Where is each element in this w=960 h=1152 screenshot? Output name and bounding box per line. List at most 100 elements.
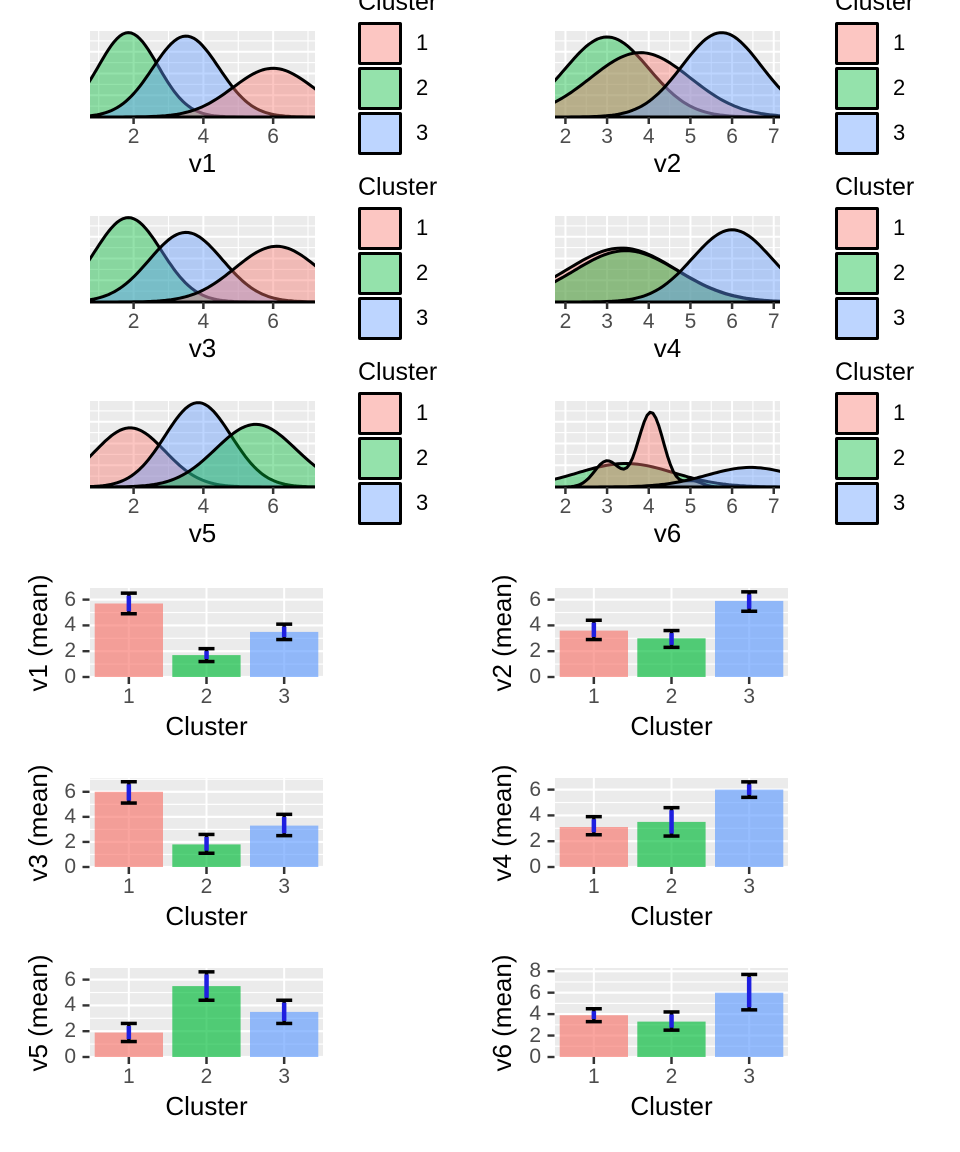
errorbar-cap-bottom xyxy=(198,998,215,1002)
errorbar-cap-bottom xyxy=(663,1028,680,1032)
gridline-minor-v xyxy=(627,215,629,302)
x-axis-tick xyxy=(202,117,205,124)
x-axis-tick xyxy=(132,117,135,124)
x-axis-tick xyxy=(282,867,286,874)
y-axis-tick xyxy=(82,1055,90,1059)
x-axis-title: v4 xyxy=(653,333,682,363)
errorbar-range xyxy=(746,784,752,795)
x-tick-label: 2 xyxy=(559,310,572,333)
errorbar-range xyxy=(591,819,597,833)
gridline-major-v xyxy=(205,778,208,867)
errorbar-cap-bottom xyxy=(741,1008,758,1012)
x-tick-label: 2 xyxy=(559,125,572,148)
gridline-minor-h xyxy=(555,475,780,477)
x-axis-tick xyxy=(772,302,775,309)
gridline-major-v xyxy=(647,30,650,117)
y-axis-tick xyxy=(547,624,555,627)
y-axis-tick xyxy=(82,815,90,819)
gridline-minor-v xyxy=(237,30,239,117)
y-axis-title: v3 (mean) xyxy=(23,763,53,882)
errorbar-cap-top xyxy=(276,998,293,1002)
gridline-minor-h xyxy=(555,247,780,249)
legend-key-cluster1 xyxy=(835,207,879,250)
gridline-minor-h xyxy=(555,410,780,412)
x-axis-tick xyxy=(132,487,135,494)
legend-title: Cluster xyxy=(835,0,915,16)
legend-key-cluster3 xyxy=(358,112,402,155)
x-tick-label: 5 xyxy=(684,495,697,518)
gridline-major-h xyxy=(555,235,780,238)
x-axis-tick xyxy=(689,302,692,309)
gridline-minor-h xyxy=(555,268,780,270)
legend-title: Cluster xyxy=(358,0,438,16)
x-axis-tick xyxy=(564,487,567,494)
errorbar-range xyxy=(281,1002,287,1021)
legend-key-cluster1 xyxy=(358,22,402,65)
legend-title: Cluster xyxy=(358,358,438,386)
x-tick-label: 2 xyxy=(665,1065,678,1088)
gridline-major-v xyxy=(272,400,275,487)
x-tick-label: 1 xyxy=(587,875,600,898)
gridline-minor-v xyxy=(167,400,170,487)
y-tick-label: 2 xyxy=(64,829,76,853)
x-axis-tick xyxy=(205,867,208,874)
legend-title: Cluster xyxy=(358,173,438,201)
x-axis-tick xyxy=(605,117,609,124)
x-axis-tick xyxy=(271,117,275,124)
gridline-major-h xyxy=(555,94,780,97)
legend-label: 2 xyxy=(893,260,906,285)
gridline-minor-v xyxy=(710,30,712,117)
gridline-major-h xyxy=(555,279,780,282)
x-tick-label: 4 xyxy=(642,125,655,148)
errorbar-cap-bottom xyxy=(663,645,680,650)
legend-key-cluster3 xyxy=(835,112,879,155)
legend-label: 2 xyxy=(416,445,429,470)
gridline-major-v xyxy=(272,215,275,302)
gridline-major-v xyxy=(772,400,775,487)
x-axis-title: Cluster xyxy=(630,711,713,741)
x-tick-label: 2 xyxy=(200,1065,213,1088)
gridline-minor-v xyxy=(710,400,712,487)
errorbar-cap-bottom xyxy=(741,795,758,800)
y-tick-label: 6 xyxy=(64,967,76,991)
y-axis-tick xyxy=(82,840,90,844)
gridline-major-v xyxy=(564,215,567,302)
errorbar-cap-bottom xyxy=(120,1039,137,1044)
legend-label: 3 xyxy=(893,120,906,145)
gridline-major-v xyxy=(132,215,135,302)
errorbar-range xyxy=(669,1014,674,1028)
y-axis-tick xyxy=(82,624,90,627)
x-tick-label: 3 xyxy=(601,125,613,148)
y-axis-tick xyxy=(82,1004,90,1007)
gridline-minor-v xyxy=(752,30,754,117)
bar-cluster2 xyxy=(172,844,241,867)
x-tick-label: 6 xyxy=(267,125,279,148)
x-axis-tick xyxy=(205,1057,208,1064)
y-axis-tick xyxy=(547,970,555,973)
errorbar-cap-top xyxy=(663,628,680,633)
gridline-major-v xyxy=(564,400,567,487)
x-axis-tick xyxy=(747,867,751,874)
errorbar-cap-bottom xyxy=(585,833,602,837)
gridline-major-v xyxy=(202,215,205,302)
errorbar-cap-bottom xyxy=(120,612,137,616)
bar-cluster3 xyxy=(715,600,784,677)
y-tick-label: 4 xyxy=(64,613,76,637)
x-axis-tick xyxy=(747,1057,751,1064)
x-axis-tick xyxy=(564,302,567,309)
x-axis-tick xyxy=(730,487,734,494)
y-tick-label: 2 xyxy=(64,1019,76,1043)
errorbar-cap-top xyxy=(198,970,215,974)
bar-panel-v1_mean xyxy=(82,588,323,684)
y-axis-tick xyxy=(547,650,555,653)
x-axis-tick xyxy=(647,487,650,494)
y-axis-title: v5 (mean) xyxy=(23,953,53,1072)
x-tick-label: 1 xyxy=(587,1065,600,1088)
legend-label: 3 xyxy=(893,490,906,515)
x-axis-tick xyxy=(202,302,205,309)
density-curve-cluster2 xyxy=(90,422,315,489)
x-tick-label: 4 xyxy=(197,310,210,333)
x-axis-title: Cluster xyxy=(630,1091,713,1121)
legend-label: 1 xyxy=(893,400,906,425)
x-axis-tick xyxy=(271,302,275,309)
